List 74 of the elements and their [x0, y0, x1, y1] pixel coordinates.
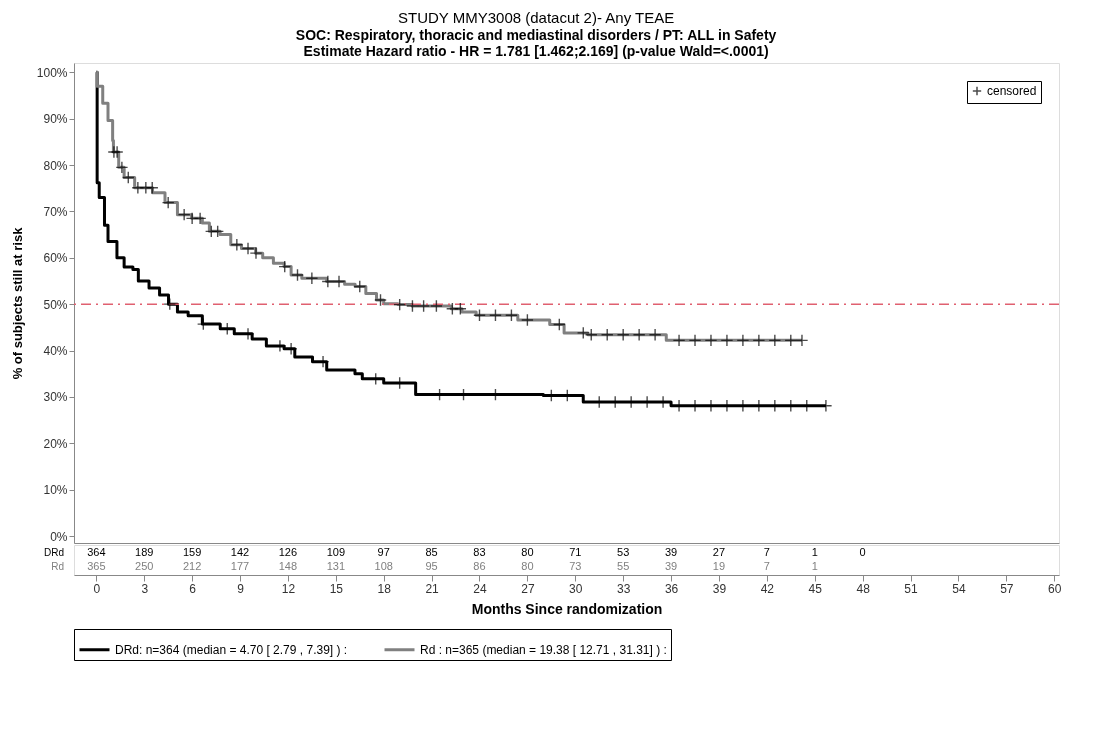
x-tick-label: 42 [760, 581, 775, 596]
text: 0 [859, 546, 866, 559]
legend-label: censored [987, 84, 1037, 98]
x-tick-label: 21 [425, 581, 440, 596]
y-tick-label: 50% [43, 297, 68, 312]
y-tick-label: 70% [43, 204, 68, 219]
text: 108 [374, 559, 393, 572]
text: 19 [712, 559, 726, 572]
text: 80 [521, 559, 534, 572]
x-tick-label: 33 [616, 581, 631, 596]
y-tick-label: 10% [43, 483, 68, 498]
y-tick-label: 80% [43, 158, 68, 173]
text: 364 [87, 546, 106, 559]
chart-subtitle: SOC: Respiratory, thoracic and mediastinal disorders / PT: ALL in Safety Estimate Hazard ratio - HR = 1.781 [1.462;2.169] (p-value Wald=<.0001) [295, 26, 777, 59]
text: 80 [521, 546, 534, 559]
text: 250 [135, 559, 154, 572]
x-tick-label: 48 [856, 581, 871, 596]
y-tick-label: 20% [43, 436, 68, 451]
text: 1 [811, 559, 818, 572]
text: 159 [182, 546, 202, 559]
chart-title: STUDY MMY3008 (datacut 2)- Any TEAE [397, 8, 675, 26]
x-tick-label: 36 [664, 581, 679, 596]
legend-label: DRd: n=364 (median = 4.70 [ 2.79 , 7.39] ) : [115, 642, 348, 657]
x-tick-label: 0 [93, 581, 101, 596]
text: 53 [617, 546, 630, 559]
y-tick-label: 100% [36, 65, 68, 80]
text: 86 [473, 559, 486, 572]
x-tick-label: 60 [1048, 581, 1062, 596]
x-tick-label: 15 [329, 581, 344, 596]
x-tick-label: 51 [904, 581, 919, 596]
text: 97 [377, 546, 390, 559]
x-axis-title: Months Since randomization [471, 600, 663, 617]
text: 109 [326, 546, 345, 559]
x-tick-label: 6 [189, 581, 197, 596]
text: DRd [43, 547, 64, 559]
text: 39 [664, 559, 678, 572]
text: 365 [87, 559, 106, 572]
x-tick-label: 45 [808, 581, 823, 596]
text: 55 [617, 559, 630, 572]
x-tick-label: 39 [712, 581, 727, 596]
x-tick-label: 24 [473, 581, 487, 596]
text: 1 [811, 546, 818, 559]
x-tick-label: 27 [521, 581, 535, 596]
x-tick-label: 12 [281, 581, 296, 596]
x-tick-label: 54 [952, 581, 966, 596]
y-axis-title: % of subjects still at risk [9, 226, 25, 380]
x-tick-label: 30 [569, 581, 583, 596]
text: 7 [763, 546, 770, 559]
text: 177 [230, 559, 250, 572]
x-tick-label: 9 [237, 581, 245, 596]
x-tick-label: 57 [1000, 581, 1014, 596]
text: 148 [278, 559, 298, 572]
text: 85 [425, 546, 438, 559]
y-tick-label: 60% [43, 251, 68, 266]
text: 95 [425, 559, 438, 572]
text: 212 [182, 559, 202, 572]
text: 83 [473, 546, 486, 559]
y-tick-label: 30% [43, 390, 68, 405]
text: 189 [135, 546, 154, 559]
x-tick-label: 3 [141, 581, 149, 596]
text: 131 [326, 559, 345, 572]
y-tick-label: 40% [43, 344, 68, 359]
text: 27 [712, 546, 726, 559]
y-tick-label: 0% [50, 529, 68, 544]
text: Rd [51, 560, 64, 572]
x-tick-label: 18 [377, 581, 392, 596]
y-tick-label: 90% [43, 112, 68, 127]
text: 71 [569, 546, 582, 559]
legend-label: Rd : n=365 (median = 19.38 [ 12.71 , 31.31] ) : [420, 642, 667, 657]
text: 39 [664, 546, 678, 559]
text: 126 [278, 546, 298, 559]
text: 73 [569, 559, 582, 572]
text: 142 [230, 546, 250, 559]
text: 7 [763, 559, 770, 572]
